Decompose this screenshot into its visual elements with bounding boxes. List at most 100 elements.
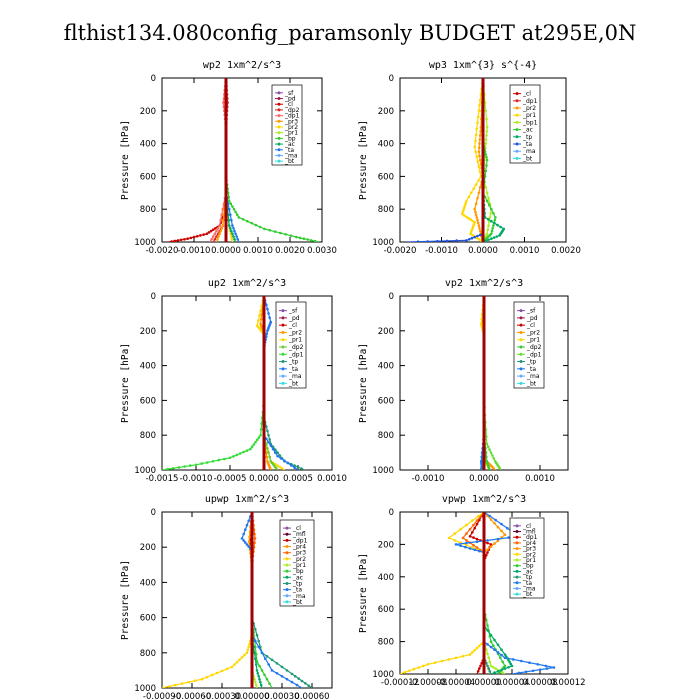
series-line-pr2 [162, 512, 253, 688]
series-marker [245, 651, 249, 655]
series-marker [486, 541, 489, 545]
legend-entry: _dp2 [284, 107, 300, 114]
y-tick-label: 1000 [134, 238, 156, 248]
y-tick-label: 0 [389, 508, 394, 518]
series-marker [298, 236, 302, 240]
legend-entry: _mfl [522, 529, 536, 536]
series-marker [306, 238, 309, 241]
series-marker [426, 240, 429, 242]
series-marker [484, 109, 488, 113]
legend-entry: _ac [292, 574, 303, 581]
series-marker [235, 213, 239, 216]
legend-marker [285, 545, 289, 549]
series-marker [255, 633, 259, 637]
legend-entry: _cl [284, 101, 293, 108]
legend-entry: _dp2 [288, 344, 304, 351]
y-tick-label: 200 [378, 327, 394, 337]
y-tick-label: 800 [140, 649, 156, 659]
legend-marker [277, 91, 281, 95]
series-marker [227, 199, 231, 203]
series-marker [474, 210, 477, 214]
series-marker [218, 232, 221, 236]
series-marker [234, 232, 237, 236]
legend-marker [277, 119, 281, 123]
series-marker [217, 235, 220, 238]
series-marker [447, 536, 451, 540]
series-line-cl [168, 78, 227, 242]
series-marker [470, 236, 474, 240]
series-marker [289, 234, 293, 237]
series-marker [279, 231, 282, 235]
series-group [162, 512, 313, 688]
series-marker [276, 464, 279, 467]
legend-entry: _pr2 [288, 329, 302, 336]
series-marker [474, 133, 478, 137]
series-marker [194, 679, 197, 682]
series-marker [205, 232, 209, 236]
series-marker [266, 307, 269, 311]
series-marker [484, 186, 488, 189]
y-tick-label: 600 [378, 172, 394, 182]
axes-frame [161, 77, 323, 243]
series-marker [255, 669, 259, 672]
x-tick-label: 0.00000 [234, 692, 269, 700]
series-marker [462, 208, 465, 211]
series-marker [493, 221, 496, 225]
panel-1: wp3 1xm^{3} s^{-4}02004006008001000-0.00… [358, 60, 581, 256]
y-tick-label: 0 [151, 292, 156, 302]
x-tick-label: -0.0010 [178, 246, 211, 256]
series-marker [486, 548, 489, 551]
series-marker [257, 436, 261, 439]
series-marker [461, 536, 465, 540]
series-marker [258, 664, 261, 668]
legend-entry: _pr3 [284, 118, 298, 125]
y-tick-label: 0 [151, 74, 156, 84]
series-marker [484, 138, 488, 141]
x-tick-label: -0.0010 [180, 474, 213, 484]
series-marker [258, 677, 261, 681]
series-marker [267, 440, 270, 444]
series-marker [467, 216, 470, 220]
series-marker [265, 677, 269, 681]
panel-0: wp2 1xm^2/s^3 0 200 400 600 800 1000-0.0020 -0.… [120, 60, 337, 256]
series-marker [173, 239, 177, 242]
series-marker [263, 227, 266, 231]
legend-marker [519, 323, 523, 327]
legend-entry: _ma [522, 148, 536, 155]
series-marker [469, 191, 473, 195]
series-marker [230, 229, 233, 233]
series-marker [253, 677, 256, 681]
series-marker [280, 665, 284, 669]
series-marker [219, 229, 222, 233]
series-marker [274, 448, 277, 452]
series-marker [247, 519, 250, 523]
series-marker [253, 532, 256, 536]
legend-marker [277, 159, 281, 163]
panel-3: vp2 1xm^2/s^3 0 200 400 600 800 1000 -0.0010 0.0… [358, 278, 569, 484]
x-tick-label: -0.00004 [437, 678, 475, 688]
series-marker [472, 536, 475, 539]
series-marker [276, 451, 279, 454]
legend-marker [285, 569, 289, 573]
series-marker [489, 451, 493, 454]
legend-marker [281, 323, 285, 327]
series-marker [544, 664, 548, 668]
y-tick-label: 1000 [372, 238, 394, 248]
series-marker [189, 236, 193, 240]
series-marker [465, 543, 468, 547]
series-marker [476, 115, 480, 119]
series-marker [485, 435, 488, 438]
series-marker [478, 98, 482, 102]
series-marker [266, 429, 269, 433]
series-marker [471, 519, 474, 522]
series-marker [474, 213, 478, 216]
legend-entry: _ta [288, 366, 298, 373]
series-marker [183, 238, 186, 241]
series-marker [257, 675, 261, 678]
legend-entry: _bt [288, 380, 299, 387]
legend-entry: _cl [522, 523, 531, 530]
series-marker [249, 447, 252, 451]
x-tick-label: -0.0020 [384, 246, 417, 256]
y-axis-label: Pressure [hPa] [120, 120, 131, 200]
series-marker [465, 215, 468, 219]
